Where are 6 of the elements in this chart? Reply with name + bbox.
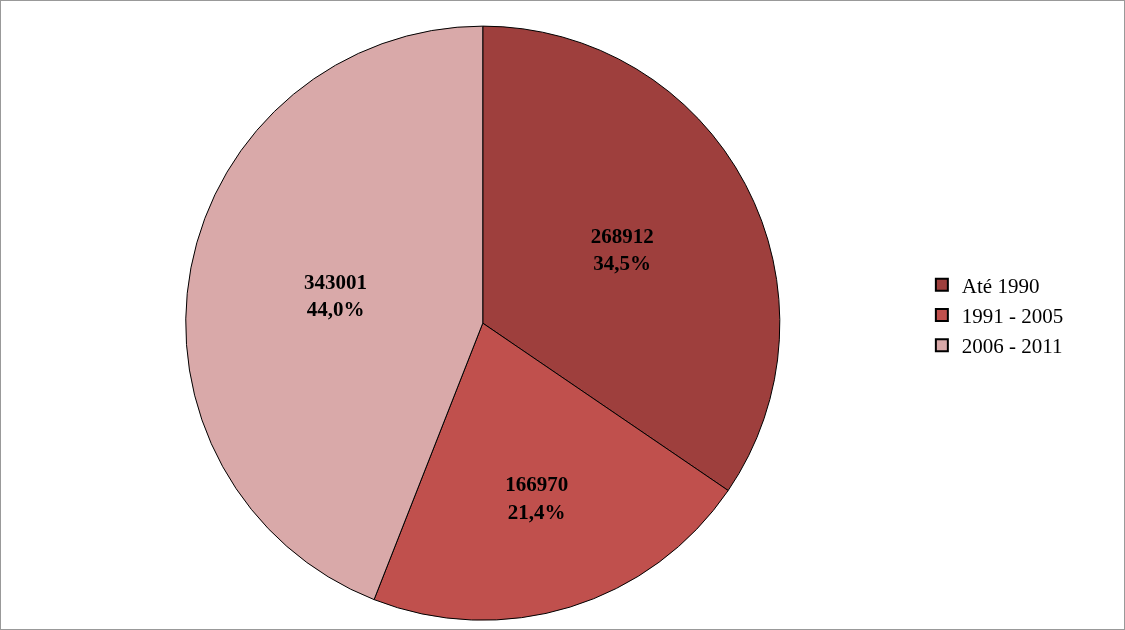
data-label: 268912 34,5% xyxy=(590,223,654,276)
legend-label: Até 1990 xyxy=(961,273,1040,298)
data-label: 166970 21,4% xyxy=(505,472,569,524)
data-label: 343001 44,0% xyxy=(304,269,368,321)
legend-label: 1991 - 2005 xyxy=(961,304,1064,329)
legend-label: 2006 - 2011 xyxy=(961,334,1063,359)
